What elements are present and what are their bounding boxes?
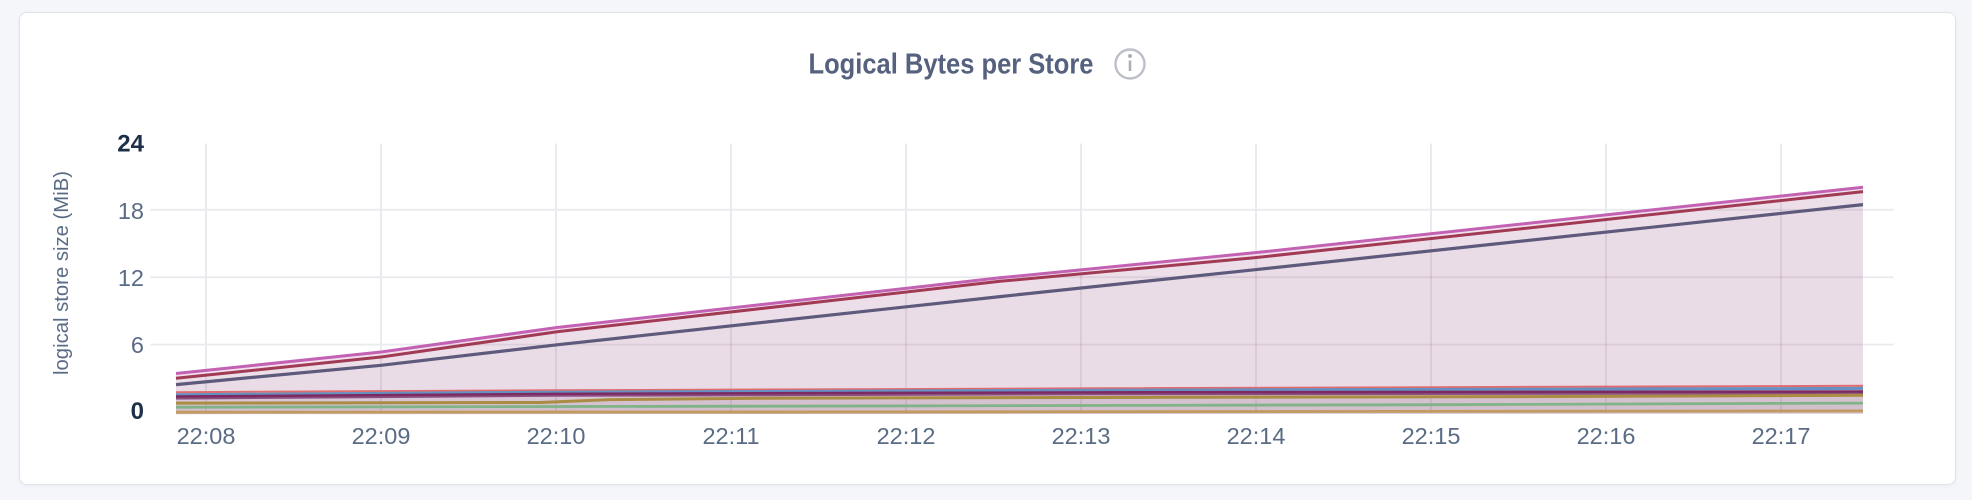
svg-text:Logical Bytes per Store: Logical Bytes per Store	[809, 49, 1094, 81]
svg-text:22:11: 22:11	[702, 423, 759, 449]
svg-text:22:13: 22:13	[1052, 423, 1111, 449]
svg-text:22:10: 22:10	[527, 423, 586, 449]
svg-text:24: 24	[117, 131, 144, 158]
svg-text:22:15: 22:15	[1402, 423, 1461, 449]
svg-text:22:16: 22:16	[1577, 423, 1636, 449]
svg-text:0: 0	[131, 398, 144, 425]
svg-text:22:12: 22:12	[877, 423, 936, 449]
svg-text:logical store size (MiB): logical store size (MiB)	[51, 171, 73, 375]
svg-text:22:17: 22:17	[1752, 423, 1811, 449]
svg-text:18: 18	[118, 198, 144, 224]
svg-text:22:09: 22:09	[352, 423, 411, 449]
svg-text:22:08: 22:08	[177, 423, 236, 449]
svg-text:6: 6	[131, 332, 144, 358]
svg-text:22:14: 22:14	[1227, 423, 1286, 449]
svg-text:12: 12	[118, 265, 144, 291]
